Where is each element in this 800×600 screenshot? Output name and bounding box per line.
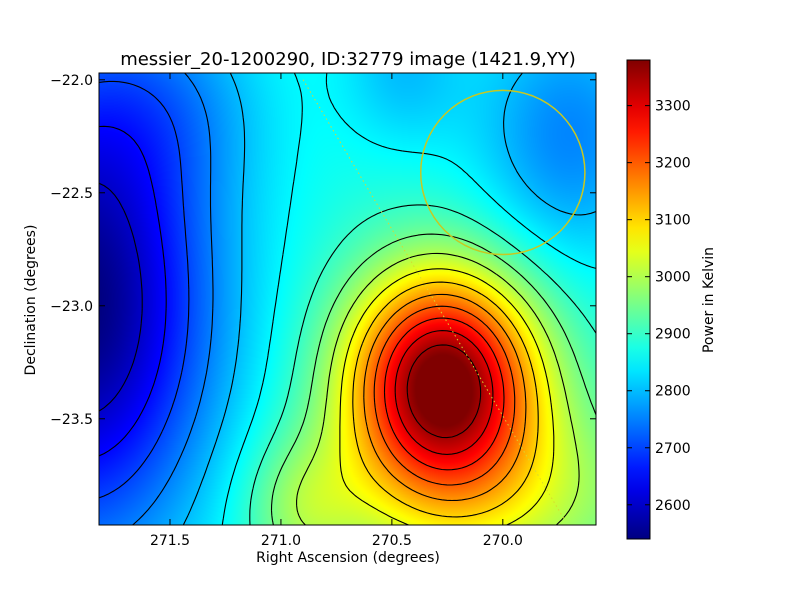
colorbar-tick-label: 2900 [655, 327, 691, 343]
x-tick-label: 270.0 [483, 533, 523, 549]
x-tick-label: 271.5 [150, 533, 190, 549]
contour-line [221, 73, 596, 525]
contour-lines [99, 73, 596, 525]
colorbar-frame [626, 59, 651, 540]
colorbar-tick-label: 3200 [655, 156, 691, 172]
colorbar-tick-label: 2800 [655, 384, 691, 400]
x-tick-label: 270.5 [372, 533, 412, 549]
y-tick-label: −23.5 [50, 412, 93, 428]
chart-title: messier_20-1200290, ID:32779 image (1421… [120, 49, 576, 70]
colorbar-gradient [627, 60, 650, 539]
colorbar-label: Power in Kelvin [701, 247, 717, 353]
contour-line [99, 80, 190, 499]
overlays [302, 79, 586, 521]
colorbar-tick-label: 3100 [655, 213, 691, 229]
colorbar-tick-label: 3000 [655, 270, 691, 286]
y-axis-label: Declination (degrees) [23, 225, 39, 376]
heatmap-image [99, 73, 596, 525]
y-tick-label: −22.0 [50, 73, 93, 89]
y-tick-label: −23.0 [50, 299, 93, 315]
beam-circle [419, 89, 586, 256]
plot-frame [98, 72, 597, 526]
y-tick-label: −22.5 [50, 186, 93, 202]
contour-line [383, 317, 505, 471]
x-axis: 271.5 271.0 270.5 270.0 [150, 73, 523, 549]
x-tick-label: 271.0 [261, 533, 301, 549]
x-axis-label: Right Ascension (degrees) [256, 550, 440, 566]
contour-line [406, 344, 482, 439]
y-axis: −22.0 −22.5 −23.0 −23.5 [50, 73, 596, 428]
contour-line [132, 73, 214, 525]
contour-line [182, 73, 596, 525]
colorbar-tick-label: 3300 [655, 99, 691, 115]
contour-line [339, 268, 555, 525]
colorbar: 2600 2700 2800 2900 3000 3100 3200 3300 Power i… [626, 59, 717, 540]
contour-line [394, 330, 494, 455]
contour-line [373, 305, 516, 486]
contour-line [352, 281, 539, 518]
colorbar-tick-label: 2600 [655, 498, 691, 514]
contour-line [363, 293, 527, 502]
contour-line [270, 233, 596, 525]
plot-area [98, 72, 597, 526]
contour-line [296, 252, 580, 525]
colorbar-ticks: 2600 2700 2800 2900 3000 3100 3200 3300 [627, 99, 691, 514]
colorbar-tick-label: 2700 [655, 441, 691, 457]
contour-line [249, 204, 596, 525]
contour-line [99, 125, 167, 457]
contour-line [99, 182, 143, 412]
